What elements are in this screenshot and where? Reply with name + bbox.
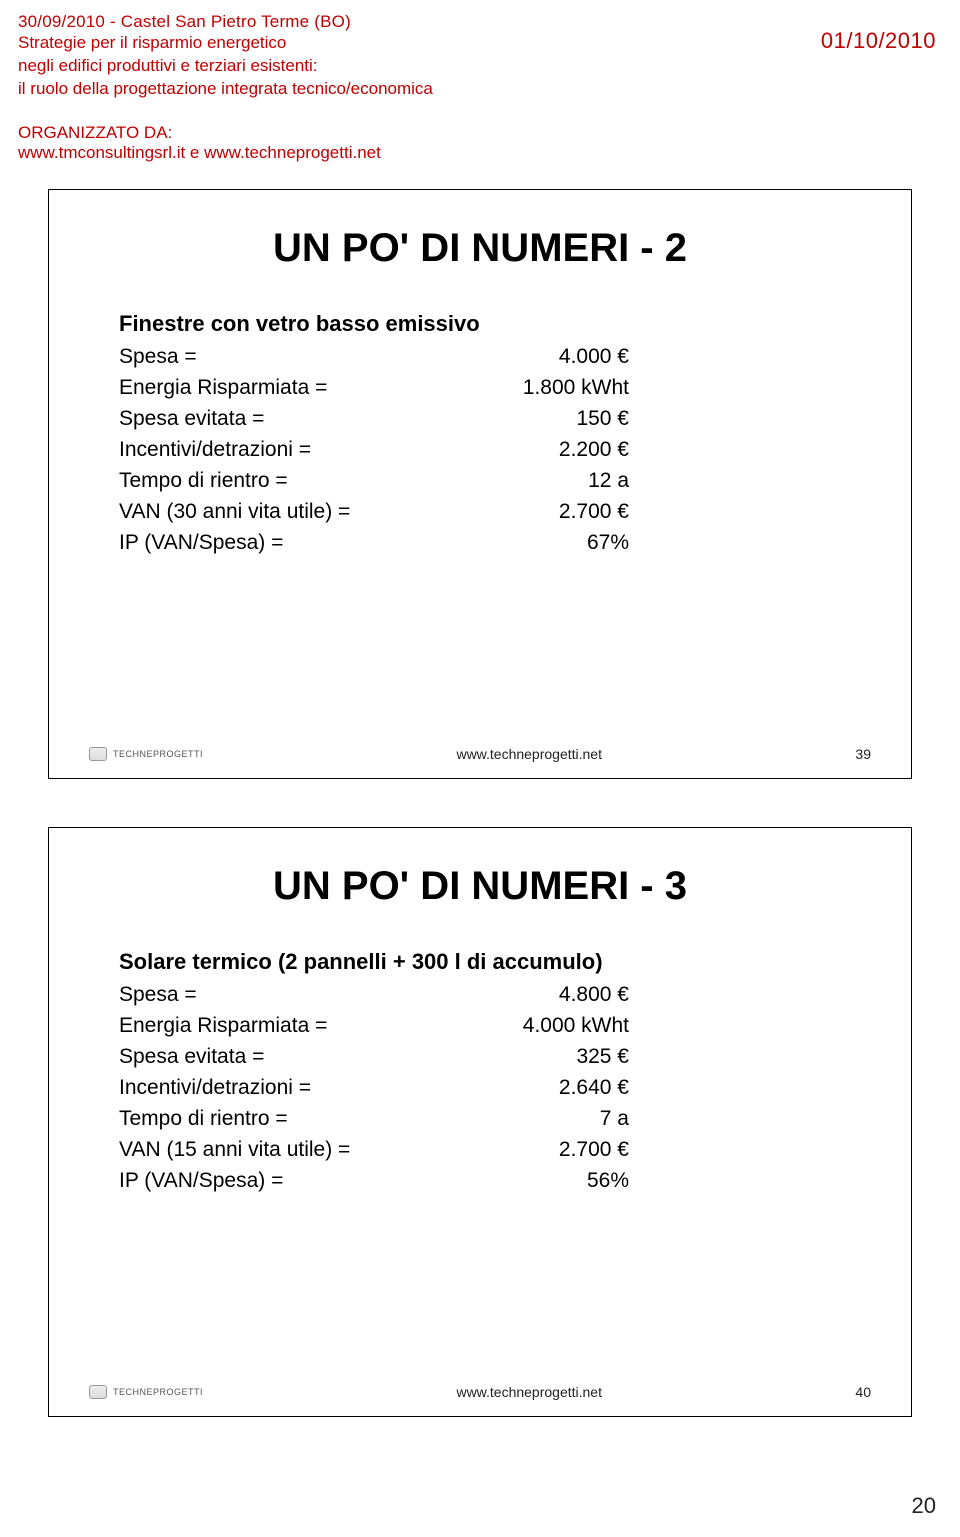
row-label: Spesa = [119, 979, 439, 1010]
row-value: 56% [439, 1165, 629, 1196]
table-row: Spesa evitata =150 € [119, 403, 871, 434]
footer-url: www.techneprogetti.net [456, 746, 602, 762]
table-row: VAN (15 anni vita utile) =2.700 € [119, 1134, 871, 1165]
table-row: Spesa =4.800 € [119, 979, 871, 1010]
row-label: Tempo di rientro = [119, 465, 439, 496]
row-value: 2.700 € [439, 1134, 629, 1165]
row-value: 4.800 € [439, 979, 629, 1010]
row-label: Energia Risparmiata = [119, 372, 439, 403]
row-value: 2.200 € [439, 434, 629, 465]
row-label: Spesa = [119, 341, 439, 372]
page-header: 30/09/2010 - Castel San Pietro Terme (BO… [0, 0, 960, 171]
header-subtitle-3: il ruolo della progettazione integrata t… [18, 78, 942, 101]
table-row: Incentivi/detrazioni =2.640 € [119, 1072, 871, 1103]
row-label: IP (VAN/Spesa) = [119, 1165, 439, 1196]
footer-page-number: 40 [855, 1384, 871, 1400]
row-label: Tempo di rientro = [119, 1103, 439, 1134]
footer-logo: TECHNEPROGETTI [89, 1385, 203, 1399]
slide-2-data: Spesa =4.800 € Energia Risparmiata =4.00… [89, 979, 871, 1197]
header-organizer-label: ORGANIZZATO DA: [18, 123, 942, 143]
row-label: Spesa evitata = [119, 403, 439, 434]
header-date-right: 01/10/2010 [821, 28, 936, 54]
slide-1-subtitle: Finestre con vetro basso emissivo [89, 311, 871, 337]
slide-2: UN PO' DI NUMERI - 3 Solare termico (2 p… [48, 827, 912, 1417]
page-number-bottom: 20 [912, 1493, 936, 1519]
slide-1-title: UN PO' DI NUMERI - 2 [89, 226, 871, 271]
table-row: IP (VAN/Spesa) =67% [119, 527, 871, 558]
table-row: Spesa =4.000 € [119, 341, 871, 372]
footer-logo-text: TECHNEPROGETTI [113, 1387, 203, 1397]
row-value: 4.000 € [439, 341, 629, 372]
row-label: Incentivi/detrazioni = [119, 434, 439, 465]
table-row: VAN (30 anni vita utile) =2.700 € [119, 496, 871, 527]
row-label: Incentivi/detrazioni = [119, 1072, 439, 1103]
row-label: Energia Risparmiata = [119, 1010, 439, 1041]
row-label: VAN (15 anni vita utile) = [119, 1134, 439, 1165]
table-row: Energia Risparmiata =1.800 kWht [119, 372, 871, 403]
footer-logo-text: TECHNEPROGETTI [113, 749, 203, 759]
table-row: Spesa evitata =325 € [119, 1041, 871, 1072]
header-subtitle-2: negli edifici produttivi e terziari esis… [18, 55, 942, 78]
row-value: 67% [439, 527, 629, 558]
row-value: 2.700 € [439, 496, 629, 527]
row-value: 4.000 kWht [439, 1010, 629, 1041]
slide-2-title: UN PO' DI NUMERI - 3 [89, 864, 871, 909]
table-row: IP (VAN/Spesa) =56% [119, 1165, 871, 1196]
table-row: Tempo di rientro =12 a [119, 465, 871, 496]
row-value: 12 a [439, 465, 629, 496]
slide-2-footer: TECHNEPROGETTI www.techneprogetti.net 40 [49, 1384, 911, 1400]
logo-icon [89, 1385, 107, 1399]
header-subtitle-1: Strategie per il risparmio energetico [18, 32, 942, 55]
slide-2-subtitle: Solare termico (2 pannelli + 300 l di ac… [89, 949, 871, 975]
row-value: 1.800 kWht [439, 372, 629, 403]
logo-icon [89, 747, 107, 761]
slide-1: UN PO' DI NUMERI - 2 Finestre con vetro … [48, 189, 912, 779]
slide-1-footer: TECHNEPROGETTI www.techneprogetti.net 39 [49, 746, 911, 762]
footer-url: www.techneprogetti.net [456, 1384, 602, 1400]
footer-logo: TECHNEPROGETTI [89, 747, 203, 761]
table-row: Tempo di rientro =7 a [119, 1103, 871, 1134]
header-date-location: 30/09/2010 - Castel San Pietro Terme (BO… [18, 12, 942, 32]
row-value: 2.640 € [439, 1072, 629, 1103]
row-label: Spesa evitata = [119, 1041, 439, 1072]
footer-page-number: 39 [855, 746, 871, 762]
row-value: 7 a [439, 1103, 629, 1134]
table-row: Incentivi/detrazioni =2.200 € [119, 434, 871, 465]
header-organizer-links: www.tmconsultingsrl.it e www.techneproge… [18, 143, 942, 163]
row-label: IP (VAN/Spesa) = [119, 527, 439, 558]
row-label: VAN (30 anni vita utile) = [119, 496, 439, 527]
slide-1-data: Spesa =4.000 € Energia Risparmiata =1.80… [89, 341, 871, 559]
row-value: 325 € [439, 1041, 629, 1072]
table-row: Energia Risparmiata =4.000 kWht [119, 1010, 871, 1041]
row-value: 150 € [439, 403, 629, 434]
